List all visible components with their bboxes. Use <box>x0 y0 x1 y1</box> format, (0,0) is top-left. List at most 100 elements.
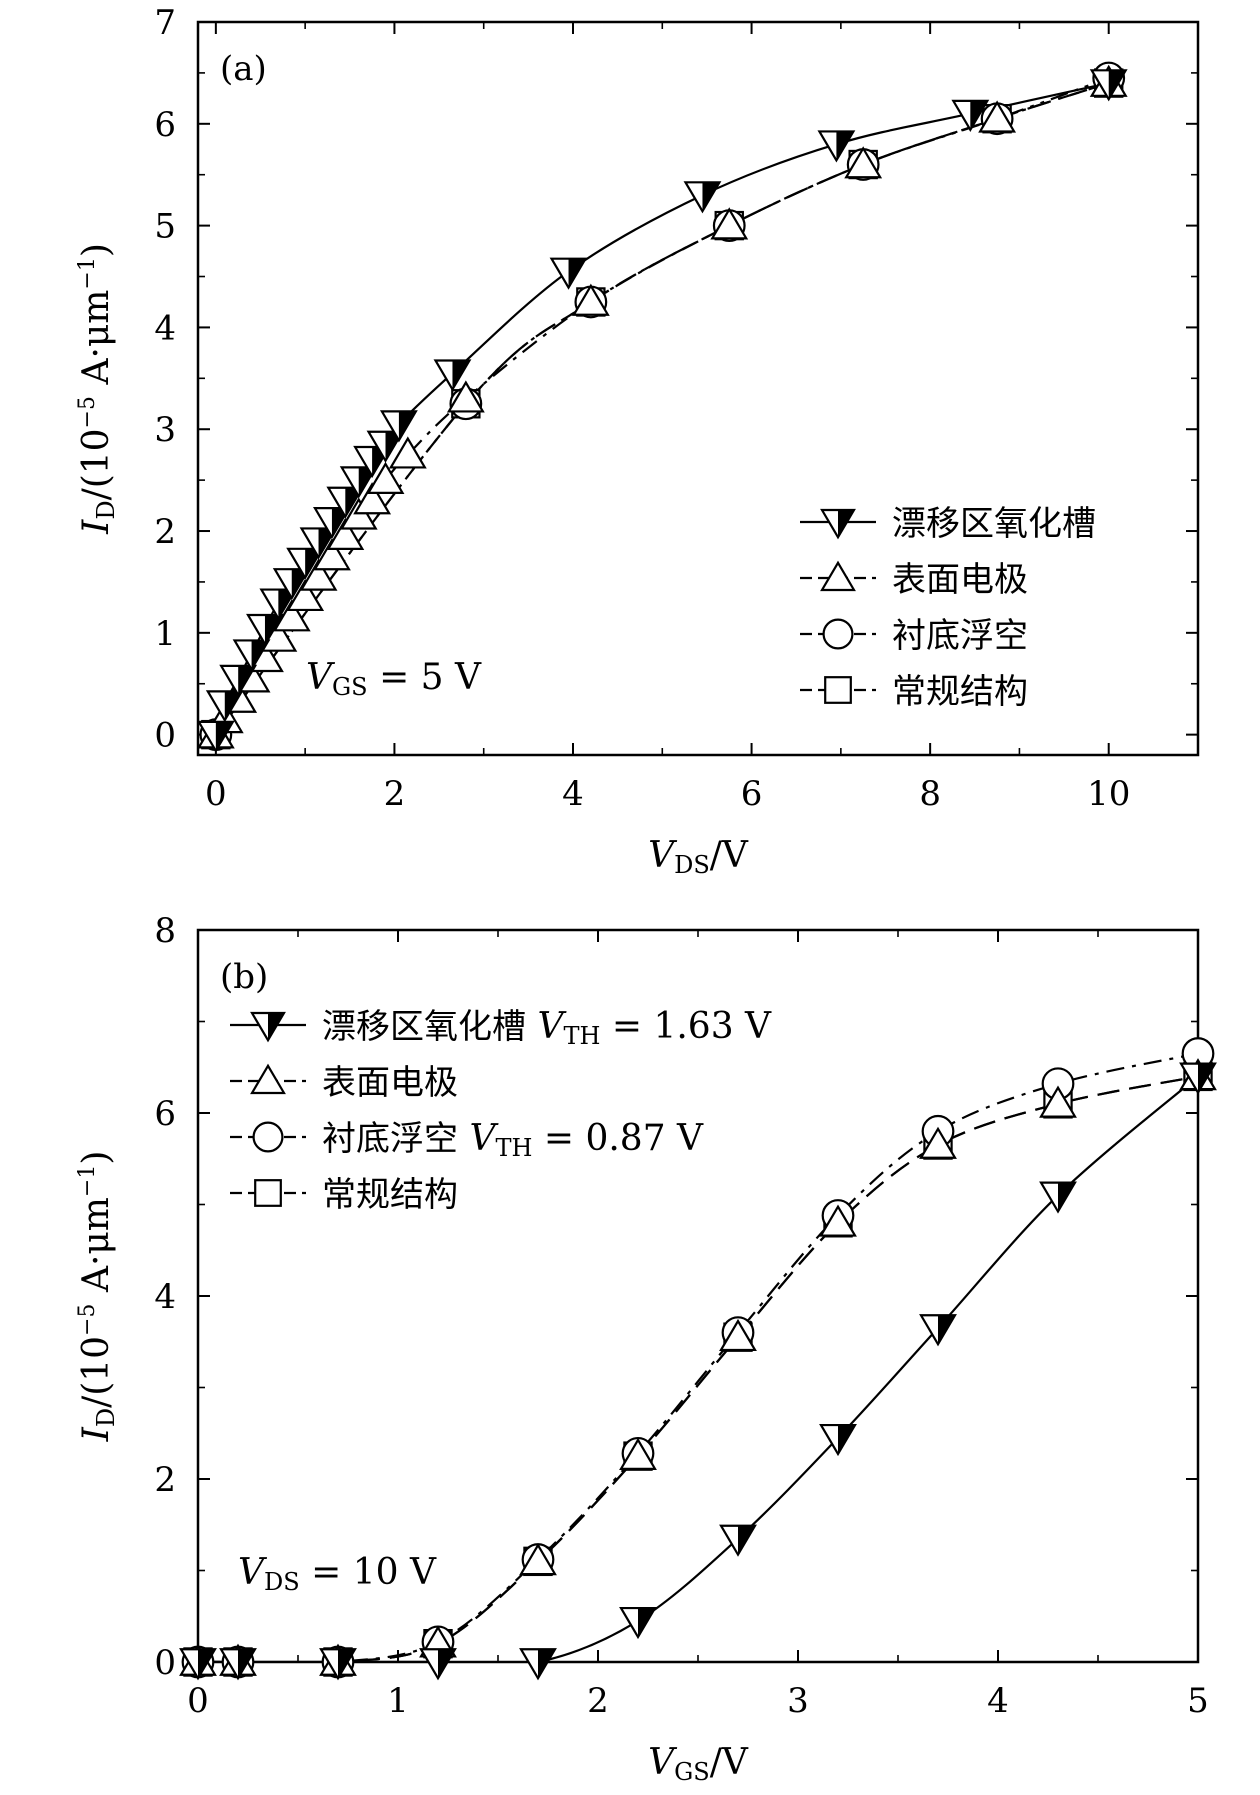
legend-marker-0-fill <box>268 1013 284 1041</box>
y-axis-label-unit: /(10 <box>76 428 117 500</box>
data-point-1 <box>519 1543 557 1576</box>
x-axis-label-sub: GS <box>674 1758 710 1786</box>
x-tick-label: 0 <box>187 1681 209 1721</box>
legend-label-1: 表面电极 <box>322 1063 458 1103</box>
x-tick-label: 4 <box>562 774 584 814</box>
data-point-1 <box>919 1126 957 1159</box>
x-axis-label-main: V <box>648 1742 678 1783</box>
series-line-3 <box>215 82 1110 736</box>
y-axis-label-unit-b: A·μm <box>76 290 117 396</box>
data-point-0-fill <box>738 1525 755 1555</box>
annotation-rest: = 10 V <box>300 1552 437 1593</box>
legend-name: 漂移区氧化槽 <box>892 504 1096 544</box>
legend-label-2: 衬底浮空 VTH = 0.87 V <box>322 1118 704 1162</box>
legend-vth-main: V <box>537 1006 567 1047</box>
legend-space <box>458 1118 469 1159</box>
y-tick-label: 0 <box>154 1643 176 1683</box>
legend-vth-main: V <box>469 1118 499 1159</box>
legend-marker-2 <box>252 1121 284 1153</box>
data-point-0-fill <box>251 640 269 670</box>
legend-label-1: 表面电极 <box>892 560 1028 600</box>
y-tick-label: 8 <box>154 911 176 951</box>
y-axis-label-sub: D <box>92 500 120 519</box>
legend-marker-2 <box>822 618 854 650</box>
x-axis-label: VGS/V <box>648 1742 749 1786</box>
legend-vth-rest: = 0.87 V <box>532 1118 704 1159</box>
x-axis-label-main: V <box>648 835 678 876</box>
legend-space <box>526 1006 537 1047</box>
data-point-0-fill <box>1108 70 1126 100</box>
x-tick-label: 2 <box>384 774 406 814</box>
data-point-0-fill <box>836 131 854 161</box>
y-tick-label: 4 <box>154 1277 176 1317</box>
data-point-1 <box>313 538 351 571</box>
data-point-0-fill <box>568 258 586 288</box>
y-axis-label-exp2: −1 <box>75 1165 100 1197</box>
data-point-0-fill <box>938 1315 955 1345</box>
y-axis-label-unit-c: ) <box>76 1151 117 1165</box>
y-axis-label-unit-c: ) <box>76 243 117 257</box>
data-point-0-fill <box>538 1649 555 1679</box>
data-point-1 <box>299 558 338 591</box>
x-axis-label-sub: DS <box>674 851 710 879</box>
y-axis-label-main: I <box>76 1426 117 1442</box>
data-point-0-fill <box>438 1649 455 1679</box>
data-point-1 <box>619 1437 657 1470</box>
data-point-0-fill <box>224 691 242 721</box>
legend-name: 表面电极 <box>892 560 1028 600</box>
legend-marker-0-fill <box>838 510 854 538</box>
data-point-0-fill <box>215 721 233 751</box>
x-tick-label: 4 <box>987 1681 1009 1721</box>
data-point-0-fill <box>1058 1182 1075 1212</box>
data-point-1 <box>286 578 325 612</box>
y-axis-label: ID/(10−5 A·μm−1) <box>75 243 120 535</box>
plot-frame <box>196 20 1200 757</box>
data-point-0-fill <box>398 411 416 441</box>
legend-vth-sub: TH <box>563 1022 600 1050</box>
data-point-1 <box>446 380 485 413</box>
data-point-0-fill <box>238 1649 255 1679</box>
y-axis-label-exp2: −1 <box>75 257 100 289</box>
legend-label-3: 常规结构 <box>322 1175 458 1215</box>
data-point-1 <box>366 461 405 494</box>
x-tick-label: 1 <box>387 1681 409 1721</box>
data-point-1 <box>388 436 427 469</box>
legend-label-3: 常规结构 <box>892 672 1028 712</box>
data-point-0-fill <box>372 447 390 476</box>
y-axis-label-exp: −5 <box>75 396 100 428</box>
data-point-1 <box>326 517 365 550</box>
data-point-0-fill <box>198 1649 215 1679</box>
legend-marker-3 <box>824 676 852 704</box>
data-point-0-fill <box>970 100 988 130</box>
panel-label: (a) <box>220 49 267 89</box>
legend-label-0: 漂移区氧化槽 <box>892 504 1096 544</box>
data-point-0-fill <box>1198 1063 1215 1093</box>
legend-name: 衬底浮空 <box>322 1119 458 1159</box>
data-point-0-fill <box>838 1425 855 1454</box>
legend-marker-1 <box>250 1063 286 1095</box>
y-tick-label: 5 <box>154 207 176 247</box>
y-tick-label: 3 <box>154 410 176 450</box>
data-point-0-fill <box>318 528 336 558</box>
data-point-0-fill <box>358 467 376 497</box>
data-point-1 <box>710 207 749 240</box>
annotation-sub: DS <box>264 1568 300 1596</box>
data-point-1 <box>353 482 392 515</box>
data-point-0-fill <box>638 1608 655 1637</box>
x-tick-label: 10 <box>1087 774 1130 814</box>
y-axis-label-sub: D <box>92 1408 120 1427</box>
legend-vth-sub: TH <box>495 1134 532 1162</box>
data-point-1 <box>719 1318 757 1352</box>
y-tick-label: 6 <box>154 1094 176 1134</box>
series-line-0 <box>198 1075 1198 1662</box>
data-point-0-fill <box>338 1649 355 1679</box>
data-point-1 <box>571 283 610 316</box>
y-tick-label: 6 <box>154 105 176 145</box>
y-tick-label: 0 <box>154 716 176 756</box>
data-point-0-fill <box>238 665 256 695</box>
